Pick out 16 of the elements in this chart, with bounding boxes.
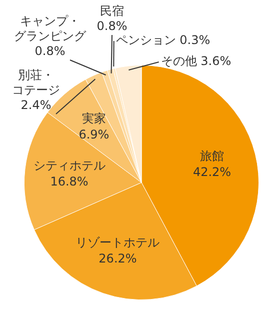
data-label: 0.8% [34, 44, 66, 58]
data-label: 6.9% [78, 128, 110, 142]
slice-label: 旅館 [200, 148, 224, 163]
slice-label: リゾートホテル [76, 235, 160, 250]
slice-label: 実家 [82, 112, 106, 126]
slice-label: キャンプ・グランピング [14, 14, 87, 44]
slice-label: ペンション 0.3% [116, 33, 210, 48]
slice-label: その他 3.6% [160, 54, 232, 68]
slice-label: 民宿 [100, 4, 124, 18]
data-label: 16.8% [50, 174, 88, 188]
data-label: 26.2% [98, 251, 137, 266]
data-label: 42.2% [192, 164, 232, 179]
data-label: 2.4% [20, 98, 52, 112]
slice-label: シティホテル [33, 158, 106, 172]
slice-label: 別荘・コテージ [12, 68, 60, 98]
data-label: 0.8% [96, 19, 128, 34]
